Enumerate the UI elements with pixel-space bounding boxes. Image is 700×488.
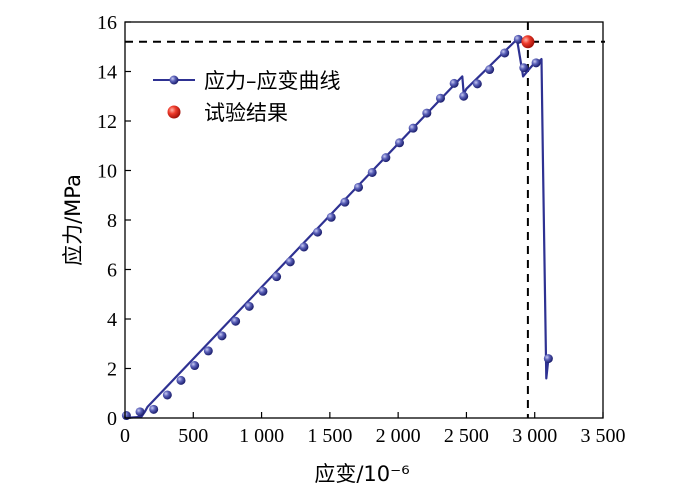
x-axis-title: 应变/10⁻⁶ bbox=[314, 462, 409, 486]
data-point-stress-strain bbox=[299, 242, 309, 252]
y-tick-label: 6 bbox=[107, 260, 117, 282]
x-tick-label: 1 000 bbox=[239, 425, 284, 447]
data-point-stress-strain bbox=[231, 316, 241, 326]
data-point-stress-strain bbox=[340, 197, 350, 207]
data-point-stress-strain bbox=[519, 63, 529, 73]
data-point-stress-strain bbox=[217, 331, 227, 341]
y-tick-label: 14 bbox=[97, 62, 117, 84]
legend: 应力–应变曲线 试验结果 bbox=[153, 69, 341, 125]
data-point-stress-strain bbox=[244, 301, 254, 311]
y-tick-label: 0 bbox=[107, 408, 117, 430]
data-point-test-result bbox=[521, 35, 535, 49]
x-tick-label: 2 500 bbox=[444, 425, 489, 447]
data-point-stress-strain bbox=[285, 257, 295, 267]
data-point-stress-strain bbox=[485, 65, 495, 75]
data-point-stress-strain bbox=[190, 361, 200, 371]
data-point-stress-strain bbox=[395, 138, 405, 148]
y-tick-label: 4 bbox=[107, 309, 117, 331]
legend-label-test-result: 试验结果 bbox=[204, 101, 288, 125]
x-tick-label: 500 bbox=[178, 425, 208, 447]
data-point-stress-strain bbox=[149, 404, 159, 414]
data-point-stress-strain bbox=[176, 375, 186, 385]
data-point-stress-strain bbox=[121, 411, 131, 421]
data-point-stress-strain bbox=[543, 354, 553, 364]
x-tick-label: 2 000 bbox=[376, 425, 421, 447]
data-point-stress-strain bbox=[531, 58, 541, 68]
data-point-stress-strain bbox=[459, 91, 469, 101]
data-point-stress-strain bbox=[449, 78, 459, 88]
data-point-stress-strain bbox=[162, 390, 172, 400]
series-layer bbox=[124, 38, 550, 420]
legend-marker-stress-strain bbox=[169, 75, 179, 85]
y-tick-label: 2 bbox=[107, 359, 117, 381]
legend-label-stress-strain: 应力–应变曲线 bbox=[204, 69, 341, 93]
data-point-stress-strain bbox=[408, 123, 418, 133]
tick-marks: 0 500 1 000 1 500 2 000 2 500 3 000 3 500 0 2 4 6 8 1… bbox=[97, 12, 626, 447]
data-point-stress-strain bbox=[258, 286, 268, 296]
data-point-stress-strain bbox=[435, 93, 445, 103]
data-point-stress-strain bbox=[422, 108, 432, 118]
x-tick-label: 3 000 bbox=[512, 425, 557, 447]
data-point-stress-strain bbox=[500, 48, 510, 58]
series-line-stress-strain bbox=[124, 38, 550, 420]
y-tick-label: 16 bbox=[97, 12, 117, 34]
legend-marker-test-result bbox=[167, 105, 181, 119]
data-point-stress-strain bbox=[367, 167, 377, 177]
x-tick-label: 1 500 bbox=[307, 425, 352, 447]
data-point-stress-strain bbox=[272, 272, 282, 282]
data-point-stress-strain bbox=[354, 182, 364, 192]
x-tick-label: 3 500 bbox=[581, 425, 626, 447]
x-tick-label: 0 bbox=[120, 425, 130, 447]
data-point-stress-strain bbox=[313, 227, 323, 237]
data-point-stress-strain bbox=[472, 79, 482, 89]
y-tick-label: 10 bbox=[97, 161, 117, 183]
plot-border bbox=[124, 21, 604, 419]
data-point-stress-strain bbox=[135, 407, 145, 417]
data-point-stress-strain bbox=[326, 212, 336, 222]
marker-layer bbox=[121, 34, 553, 421]
y-tick-label: 8 bbox=[107, 210, 117, 232]
y-axis-title: 应力/MPa bbox=[61, 174, 85, 266]
y-tick-label: 12 bbox=[97, 111, 117, 133]
data-point-stress-strain bbox=[203, 346, 213, 356]
reference-lines bbox=[125, 22, 605, 418]
data-point-stress-strain bbox=[381, 153, 391, 163]
data-point-stress-strain bbox=[513, 34, 523, 44]
plot-frame bbox=[124, 21, 604, 419]
